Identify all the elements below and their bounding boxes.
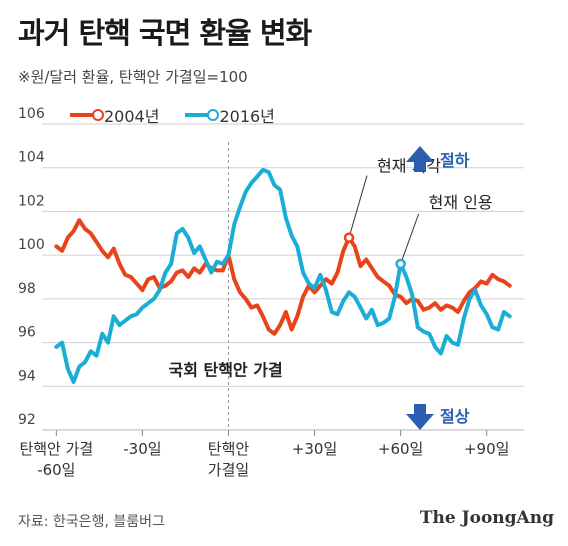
series-line-0 [54,218,512,336]
legend: 2004년 2016년 [70,104,301,126]
marker-point-1 [395,258,406,270]
arrow-down-icon [406,404,434,430]
y-tick-label-106: 106 [18,106,45,122]
y-tick-label-96: 96 [18,325,36,341]
y-tick-label-92: 92 [18,412,36,428]
x-tick-label-0-1: 가결일 [208,461,249,479]
y-tick-label-104: 104 [18,150,45,166]
series-line-1 [54,167,512,384]
vline-label: 국회 탄핵안 가결 [168,360,282,379]
arrow-up-icon [406,146,434,172]
x-tick-label-60-0: +60일 [378,440,423,458]
legend-label-2016: 2016년 [219,107,275,126]
x-tick-label--30-0: -30일 [123,440,161,458]
x-tick-label-30-0: +30일 [292,440,337,458]
callout-leader-1 [400,213,420,265]
callout-leader-0 [348,175,368,238]
y-tick-label-94: 94 [18,368,36,384]
publisher-logo: The JoongAng [419,508,554,528]
legend-item-2016: 2016년 [185,103,275,127]
chart-title: 과거 탄핵 국면 환율 변화 [18,16,312,50]
y-tick-label-98: 98 [18,281,36,297]
callout-label-1: 현재 인용 [429,193,493,212]
x-tick-label-0-0: 탄핵안 [208,440,250,458]
legend-item-2004: 2004년 [70,103,159,127]
y-tick-label-100: 100 [18,237,45,253]
x-tick-label-90-0: +90일 [464,440,509,458]
x-tick-label--60-0: 탄핵안 가결 [19,440,93,458]
marker-point-0 [343,232,355,243]
legend-swatch-2004 [70,109,104,121]
chart-subtitle: ※원/달러 환율, 탄핵안 가결일=100 [18,68,248,86]
x-tick-label--60-1: -60일 [37,461,75,479]
legend-label-2004: 2004년 [104,107,160,126]
down-label: 절상 [440,407,470,426]
y-tick-label-102: 102 [18,193,45,209]
up-label: 절하 [440,151,470,170]
source-note: 자료: 한국은행, 블룸버그 [18,514,165,530]
legend-swatch-2016 [185,109,220,121]
